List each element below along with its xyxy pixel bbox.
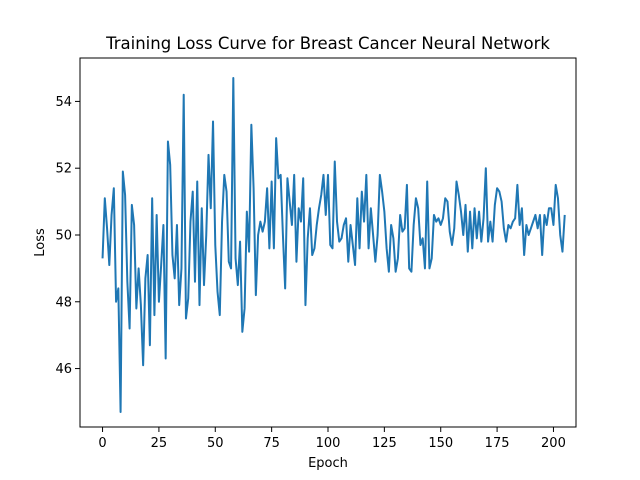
y-axis-label: Loss: [33, 228, 48, 257]
x-tick-label: 50: [207, 436, 224, 451]
y-tick-label: 54: [55, 95, 72, 110]
loss-series-line: [101, 77, 566, 413]
chart-title: Training Loss Curve for Breast Cancer Ne…: [105, 34, 550, 53]
x-tick-label: 100: [316, 436, 341, 451]
x-tick-label: 200: [541, 436, 566, 451]
y-axis-ticks: 46 48 50 52 54: [55, 95, 80, 377]
x-tick-label: 75: [263, 436, 280, 451]
x-tick-label: 25: [151, 436, 168, 451]
x-tick-label: 0: [98, 436, 106, 451]
x-tick-label: 175: [485, 436, 510, 451]
x-axis-ticks: 0 25 50 75 100 125 150 175 200: [98, 427, 566, 451]
plot-layer: [101, 77, 566, 413]
y-tick-label: 48: [55, 295, 72, 310]
x-tick-label: 150: [428, 436, 453, 451]
x-tick-label: 125: [372, 436, 397, 451]
y-tick-label: 52: [55, 162, 72, 177]
y-tick-label: 50: [55, 228, 72, 243]
y-tick-label: 46: [55, 362, 72, 377]
x-axis-label: Epoch: [308, 456, 348, 471]
